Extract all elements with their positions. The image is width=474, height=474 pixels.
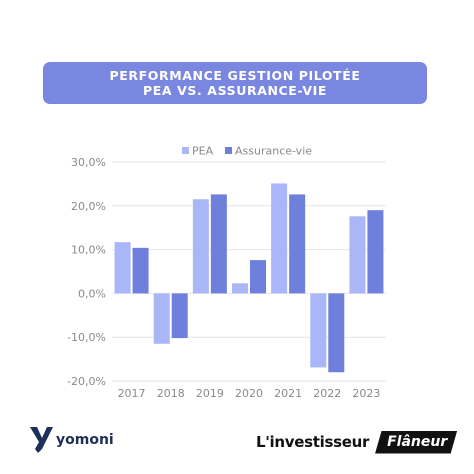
- bar-pea-2020: [232, 283, 248, 294]
- legend-pea-label: PEA: [192, 145, 214, 158]
- bar-assurance-vie-2020: [250, 260, 266, 294]
- y-tick-label: 30,0%: [71, 156, 106, 169]
- bar-pea-2021: [271, 183, 288, 294]
- x-tick-label: 2021: [274, 387, 302, 400]
- x-tick-label: 2022: [313, 387, 341, 400]
- y-tick-label: 0,0%: [78, 287, 106, 300]
- bar-assurance-vie-2017: [132, 247, 149, 294]
- x-tick-label: 2018: [157, 387, 185, 400]
- flaneur-badge: Flâneur: [375, 430, 458, 454]
- bar-assurance-vie-2019: [210, 194, 227, 294]
- linvestisseur-text: L'investisseur: [256, 433, 370, 451]
- legend-pea-swatch: [182, 147, 189, 154]
- bar-pea-2018: [153, 293, 170, 344]
- y-tick-label: -10,0%: [67, 331, 106, 344]
- bar-assurance-vie-2022: [328, 293, 345, 373]
- bar-assurance-vie-2018: [171, 293, 188, 339]
- legend-assurance-vie-swatch: [225, 147, 232, 154]
- x-tick-label: 2019: [196, 387, 224, 400]
- y-tick-label: -20,0%: [67, 375, 106, 388]
- bar-pea-2019: [192, 199, 209, 294]
- x-tick-label: 2020: [235, 387, 263, 400]
- x-tick-label: 2017: [118, 387, 146, 400]
- chart-title-line2: PEA VS. ASSURANCE-VIE: [143, 83, 327, 98]
- y-tick-label: 10,0%: [71, 244, 106, 257]
- yomoni-y-icon: [30, 427, 53, 453]
- yomoni-brand-text: yomoni: [56, 432, 114, 448]
- chart-title-banner: PERFORMANCE GESTION PILOTÉE PEA VS. ASSU…: [43, 62, 427, 104]
- bar-pea-2022: [310, 293, 327, 368]
- chart-title-line1: PERFORMANCE GESTION PILOTÉE: [109, 68, 361, 83]
- y-tick-label: 20,0%: [71, 200, 106, 213]
- yomoni-logo: yomoni: [28, 424, 114, 456]
- bar-pea-2023: [349, 216, 366, 294]
- x-tick-label: 2023: [352, 387, 380, 400]
- bar-assurance-vie-2021: [289, 194, 306, 294]
- bar-assurance-vie-2023: [367, 210, 384, 294]
- linvestisseur-flaneur-logo: L'investisseur Flâneur: [256, 428, 458, 456]
- legend-assurance-vie-label: Assurance-vie: [235, 145, 312, 158]
- bar-pea-2017: [114, 242, 131, 294]
